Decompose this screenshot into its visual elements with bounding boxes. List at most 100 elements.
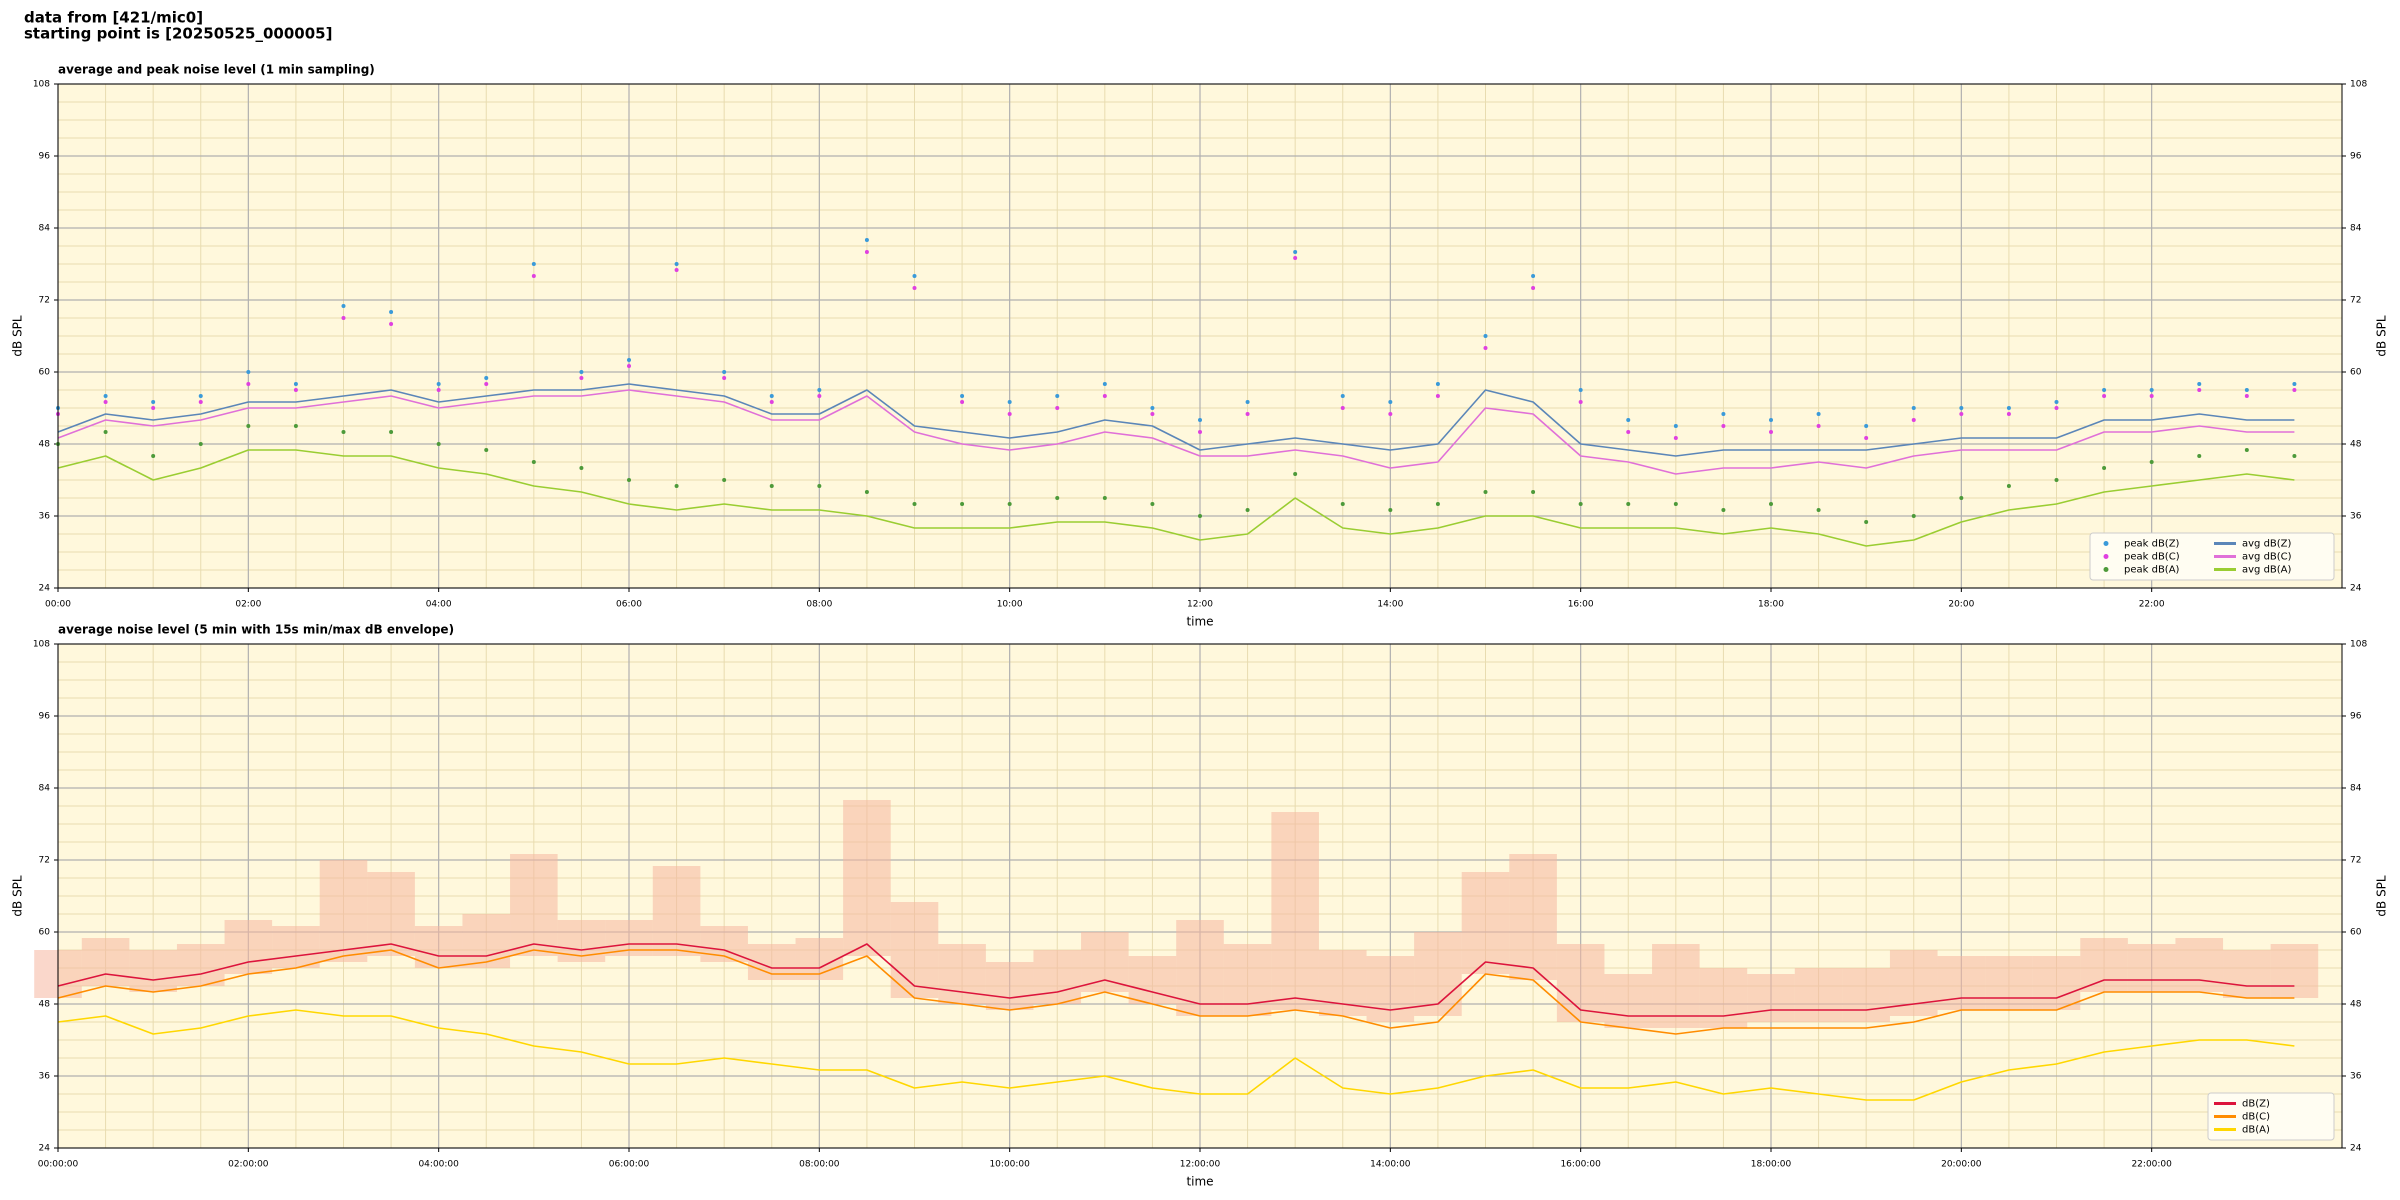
peak-point [1150,502,1155,506]
envelope-band [1652,944,1700,1028]
x-tick-label: 12:00:00 [1180,1160,1221,1170]
x-tick-label: 14:00 [1377,600,1403,610]
peak-point [912,502,917,506]
legend-box [2089,532,2335,581]
peak-point [1055,406,1060,410]
peak-point [1673,502,1678,506]
peak-point [722,376,727,380]
peak-point [1911,514,1916,518]
chart: 24 24 36 36 48 48 60 60 72 72 84 84 96 96 108 108 00:00 0… [11,63,2389,629]
legend-label: avg dB(Z) [2242,539,2292,550]
plot-frame [57,83,2343,589]
peak-point [246,382,251,386]
peak-point [103,394,108,398]
peak-point [1578,400,1583,404]
peak-point [1769,418,1773,422]
y-tick-label: 84 [39,224,51,234]
envelope-band [1081,932,1129,992]
x-tick-label: 08:00:00 [799,1160,840,1170]
peak-point [864,238,869,242]
peak-point [389,322,394,326]
y-tick-label-right: 60 [2350,368,2362,378]
peak-point [1531,490,1536,494]
peak-point [960,394,965,398]
peak-point [1055,496,1060,500]
peak-point [341,316,346,320]
peak-point [436,382,441,386]
envelope-band [1509,854,1557,980]
y-tick-label-right: 96 [2350,712,2362,722]
peak-point [1483,334,1488,338]
peak-point [198,400,203,404]
peak-point [2244,394,2249,398]
y-tick-label-right: 108 [2350,640,2367,650]
y-tick-label-right: 60 [2350,928,2362,938]
peak-point [2149,394,2154,398]
peak-point [2197,454,2202,458]
peak-point [246,424,251,428]
peak-point [864,250,869,254]
series-line [57,383,2295,457]
peak-point [1055,394,1060,398]
peak-point [389,430,394,434]
envelope-band [985,962,1034,1010]
peak-point [960,502,965,506]
x-tick-label: 22:00 [2139,600,2165,610]
envelope-band [1033,950,1082,1004]
series-line [57,949,2295,1035]
peak-point [436,388,441,392]
legend-label: peak dB(A) [2124,565,2180,576]
peak-point [627,478,631,482]
peak-point [1435,382,1440,386]
peak-point [627,358,631,362]
series-line [57,1009,2295,1101]
x-tick-label: 12:00 [1187,600,1213,610]
y-tick-label-right: 24 [2350,1144,2362,1154]
envelope-band [1223,944,1272,1016]
peak-point [1626,502,1631,506]
peak-point [817,394,822,398]
peak-point [436,442,441,446]
peak-point [293,388,298,392]
peak-point [531,274,536,278]
peak-point [198,442,203,446]
peak-point [722,370,727,374]
y-tick-label: 36 [39,1072,51,1082]
peak-point [1293,250,1298,254]
source-label: data from [421/mic0] [24,9,203,27]
peak-point [1102,382,1107,386]
x-tick-label: 04:00:00 [418,1160,459,1170]
y-tick-label-right: 48 [2350,440,2362,450]
x-tick-label: 08:00 [806,600,832,610]
peak-point [1435,502,1440,506]
envelope-band [224,920,273,974]
envelope-band [843,800,891,956]
peak-point [1578,388,1583,392]
peak-point [674,268,679,272]
x-tick-label: 02:00:00 [228,1160,269,1170]
peak-point [579,466,584,470]
series-line [57,389,2295,475]
peak-point [2102,394,2107,398]
peak-point [1007,412,1012,416]
peak-point [1721,508,1726,512]
peak-point [2244,448,2249,452]
y-tick-label: 108 [33,80,50,90]
peak-point [246,370,251,374]
x-tick-label: 20:00:00 [1941,1160,1982,1170]
envelope-band [1985,956,2033,1010]
peak-point [151,454,156,458]
peak-point [293,382,298,386]
y-tick-label: 72 [39,856,50,866]
envelope-band [2127,944,2176,992]
peak-point [484,382,489,386]
peak-point [1198,514,1202,518]
peak-point [2102,388,2107,392]
peak-point [817,484,822,488]
peak-point [1673,424,1678,428]
legend-label: peak dB(C) [2124,552,2180,563]
peak-point [1102,496,1107,500]
envelope-band [1461,872,1510,974]
peak-point [674,484,679,488]
series-line [57,449,2295,547]
